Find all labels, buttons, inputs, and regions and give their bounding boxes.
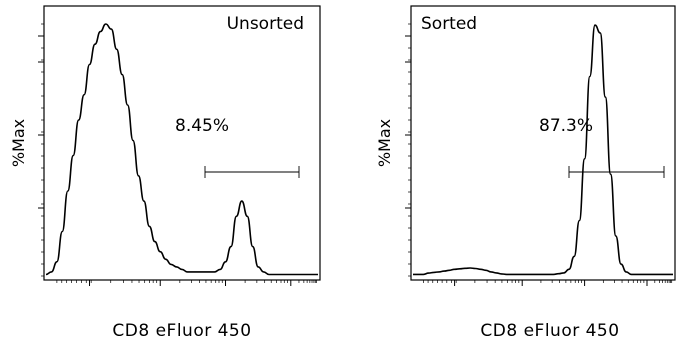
gate-percentage-label: 8.45% <box>175 116 229 136</box>
plot-frame <box>43 5 321 281</box>
y-axis-label: %Max <box>375 119 394 167</box>
y-axis-label: %Max <box>9 119 28 167</box>
x-axis-ticks <box>56 280 317 286</box>
plot-frame <box>410 5 676 281</box>
gate-percentage-label: 87.3% <box>539 116 593 136</box>
x-axis-ticks <box>423 280 673 286</box>
gate <box>568 166 665 178</box>
histogram-curve <box>45 23 318 276</box>
gate <box>204 166 300 178</box>
panel-label: Sorted <box>421 14 477 34</box>
panel-label: Unsorted <box>227 14 304 34</box>
histogram-panel-unsorted: 8.45% Unsorted %Max CD8 eFluor 450 <box>9 5 321 341</box>
y-axis-ticks <box>405 23 411 277</box>
histogram-curve <box>413 24 673 276</box>
y-axis-ticks <box>38 23 44 277</box>
histogram-panel-sorted: 87.3% Sorted %Max CD8 eFluor 450 <box>375 5 676 341</box>
x-axis-label: CD8 eFluor 450 <box>480 321 619 341</box>
x-axis-label: CD8 eFluor 450 <box>112 321 251 341</box>
